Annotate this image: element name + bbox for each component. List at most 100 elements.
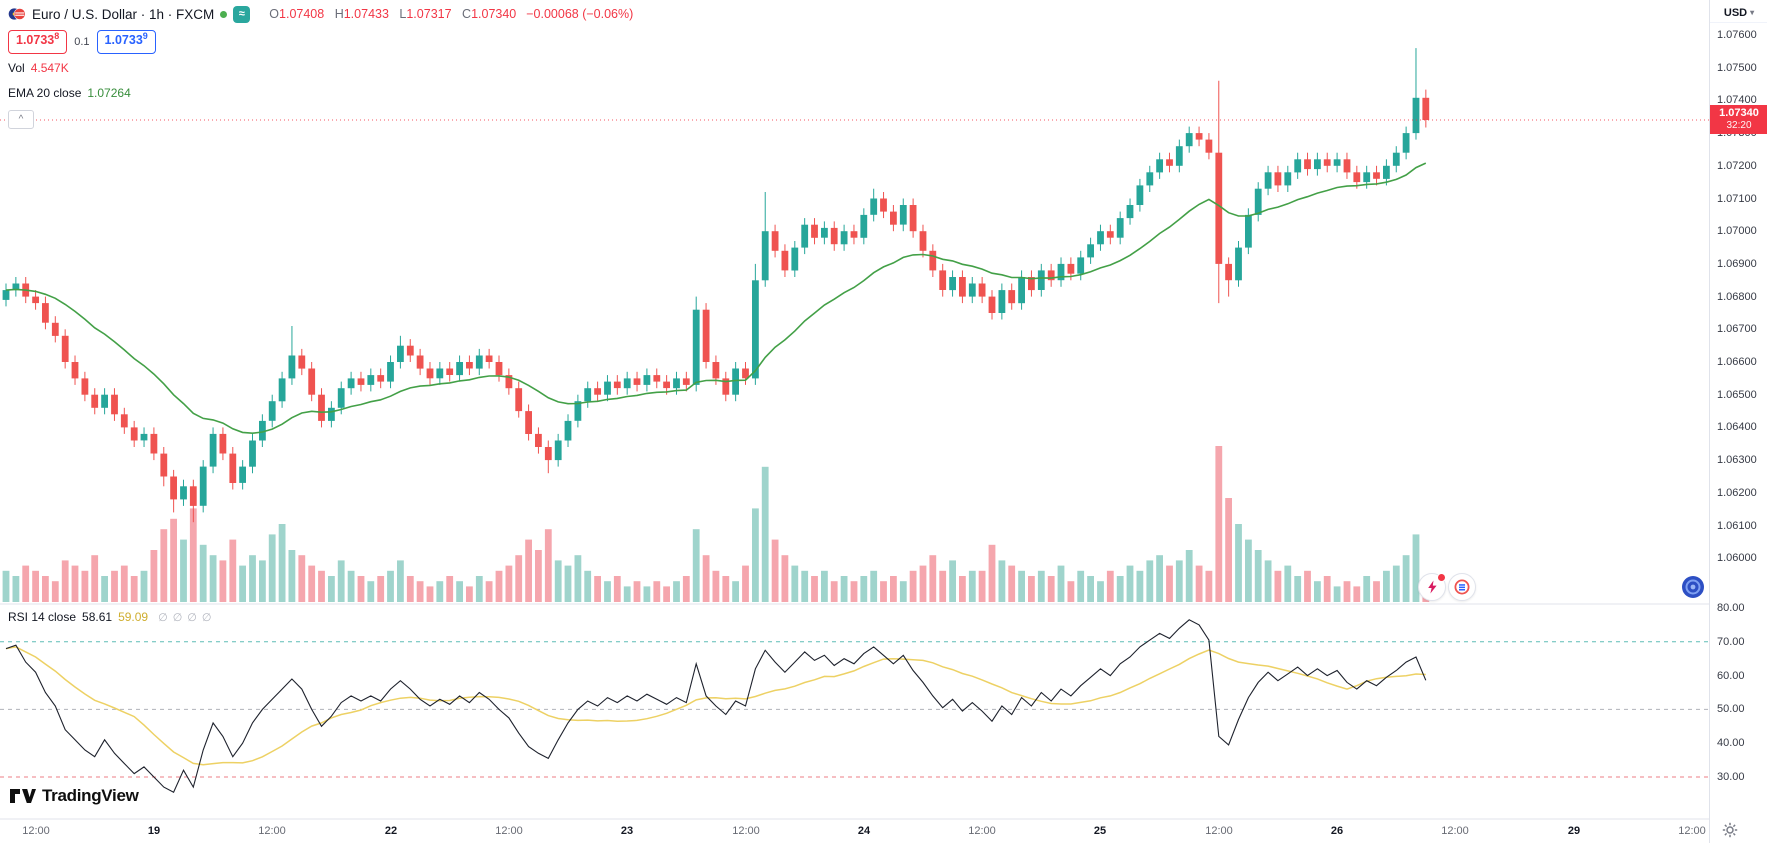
price-axis-label: 1.06900 <box>1717 258 1757 270</box>
time-axis[interactable]: 12:00 19 12:00 22 12:00 23 12:00 24 12:00 25 12:00… <box>0 820 1709 843</box>
price-axis-label: 1.07000 <box>1717 225 1757 237</box>
spread-value: 0.1 <box>74 36 90 48</box>
rsi-axis-label: 80.00 <box>1717 602 1745 614</box>
price-axis-label: 1.06100 <box>1717 520 1757 532</box>
time-axis-label: 12:00 <box>1205 825 1233 837</box>
tradingview-wordmark: TradingView <box>42 786 139 805</box>
ohlc-readout: O1.07408 H1.07433 L1.07317 C1.07340 <box>262 7 516 21</box>
tradingview-mark-icon <box>10 789 36 803</box>
low-value: 1.07317 <box>406 7 452 21</box>
symbol-legend: Euro / U.S. Dollar · 1h · FXCM ≈ O1.0740… <box>8 5 633 23</box>
rsi-value: 58.61 <box>82 610 113 624</box>
ideas-bubble-button[interactable] <box>1680 574 1706 600</box>
waves-icon[interactable]: ≈ <box>233 5 251 23</box>
price-axis-label: 1.07600 <box>1717 29 1757 41</box>
low-label: L <box>399 7 407 21</box>
chart-region[interactable]: Euro / U.S. Dollar · 1h · FXCM ≈ O1.0740… <box>0 0 1709 843</box>
time-axis-label: 23 <box>620 825 634 837</box>
price-axis-label: 1.06200 <box>1717 487 1757 499</box>
time-axis-label: 12:00 <box>1441 825 1469 837</box>
price-axis-label: 1.07100 <box>1717 193 1757 205</box>
rsi-axis-label: 60.00 <box>1717 670 1745 682</box>
pane-collapse-button[interactable]: ^ <box>8 110 34 129</box>
alerts-quick-button[interactable] <box>1418 573 1446 601</box>
tradingview-logo[interactable]: TradingView <box>10 785 139 807</box>
rsi-legend[interactable]: RSI 14 close 58.61 59.09 ∅ ∅ ∅ ∅ <box>8 610 211 624</box>
rsi-axis-label: 40.00 <box>1717 737 1745 749</box>
buy-price-sup: 9 <box>142 31 148 41</box>
time-axis-label: 19 <box>147 825 161 837</box>
change-readout: −0.00068 (−0.06%) <box>526 7 634 21</box>
price-axis-label: 1.06700 <box>1717 323 1757 335</box>
open-label: O <box>269 7 280 21</box>
gear-icon <box>1722 822 1738 838</box>
price-axis-label: 1.06400 <box>1717 421 1757 433</box>
rsi-hidden-values: ∅ ∅ ∅ ∅ <box>158 611 211 624</box>
bar-countdown: 32:20 <box>1726 120 1752 131</box>
rsi-ma-value: 59.09 <box>118 610 149 624</box>
sell-button[interactable]: 1.0733 8 <box>8 30 68 54</box>
price-axis-label: 1.06800 <box>1717 291 1757 303</box>
sell-price: 1.0733 <box>16 33 55 47</box>
blue-globe-icon <box>1682 576 1704 598</box>
open-value: 1.07408 <box>279 7 325 21</box>
price-axis-label: 1.06000 <box>1717 552 1757 564</box>
last-price-value: 1.07340 <box>1719 107 1759 119</box>
currency-pair-icon <box>8 8 26 20</box>
quote-panel: 1.0733 8 0.1 1.0733 9 <box>8 30 156 54</box>
candles-layer <box>2 48 1430 523</box>
price-axis-label: 1.07400 <box>1717 94 1757 106</box>
volume-value: 4.547K <box>30 61 69 75</box>
lightning-icon <box>1427 580 1437 594</box>
market-rings-icon <box>1454 579 1470 595</box>
symbol-title[interactable]: Euro / U.S. Dollar · 1h · FXCM <box>32 6 215 22</box>
sell-price-sup: 8 <box>54 31 60 41</box>
time-axis-label: 12:00 <box>1678 825 1706 837</box>
axis-settings-button[interactable] <box>1722 822 1740 840</box>
ema-value: 1.07264 <box>87 86 131 100</box>
high-label: H <box>334 7 344 21</box>
rsi-axis-label: 30.00 <box>1717 771 1745 783</box>
time-axis-label: 24 <box>857 825 871 837</box>
time-axis-label: 12:00 <box>495 825 523 837</box>
price-axis-label: 1.06500 <box>1717 389 1757 401</box>
price-axis-label: 1.06600 <box>1717 356 1757 368</box>
rsi-ma-line <box>5 646 1426 766</box>
empty-set-icon: ∅ <box>158 611 168 624</box>
hotlist-button[interactable] <box>1448 573 1476 601</box>
ema-label: EMA 20 close <box>8 86 82 100</box>
time-axis-label: 22 <box>384 825 398 837</box>
price-axis-label: 1.06300 <box>1717 454 1757 466</box>
time-axis-label: 25 <box>1093 825 1107 837</box>
ema-legend[interactable]: EMA 20 close 1.07264 <box>8 86 131 100</box>
rsi-line <box>5 619 1427 793</box>
market-open-dot[interactable] <box>220 10 228 18</box>
high-value: 1.07433 <box>343 7 389 21</box>
ema-line <box>5 162 1427 435</box>
volume-legend[interactable]: Vol 4.547K <box>8 61 69 75</box>
price-axis-label: 1.07500 <box>1717 62 1757 74</box>
notification-dot <box>1437 573 1446 582</box>
currency-label: USD <box>1723 6 1748 19</box>
time-axis-label: 12:00 <box>968 825 996 837</box>
time-axis-label: 12:00 <box>22 825 50 837</box>
buy-price: 1.0733 <box>104 33 143 47</box>
volume-layer <box>2 446 1430 602</box>
rsi-axis-label: 50.00 <box>1717 703 1745 715</box>
close-value: 1.07340 <box>471 7 517 21</box>
volume-label: Vol <box>8 61 25 75</box>
axis-currency[interactable]: USD ▾ <box>1710 3 1767 23</box>
price-axis-label: 1.07200 <box>1717 160 1757 172</box>
last-price-tag: 1.07340 32:20 <box>1710 105 1767 134</box>
time-axis-label: 29 <box>1567 825 1581 837</box>
empty-set-icon: ∅ <box>172 611 183 624</box>
price-axis[interactable]: USD ▾ 1.07340 32:20 1.07600 1.07500 1.0740… <box>1709 0 1767 843</box>
time-axis-label: 12:00 <box>732 825 760 837</box>
rsi-axis-label: 70.00 <box>1717 636 1745 648</box>
rsi-label: RSI 14 close <box>8 610 77 624</box>
buy-button[interactable]: 1.0733 9 <box>96 30 156 54</box>
caret-down-icon: ▾ <box>1750 8 1755 17</box>
close-label: C <box>462 7 472 21</box>
chart-canvas[interactable] <box>0 0 1709 843</box>
